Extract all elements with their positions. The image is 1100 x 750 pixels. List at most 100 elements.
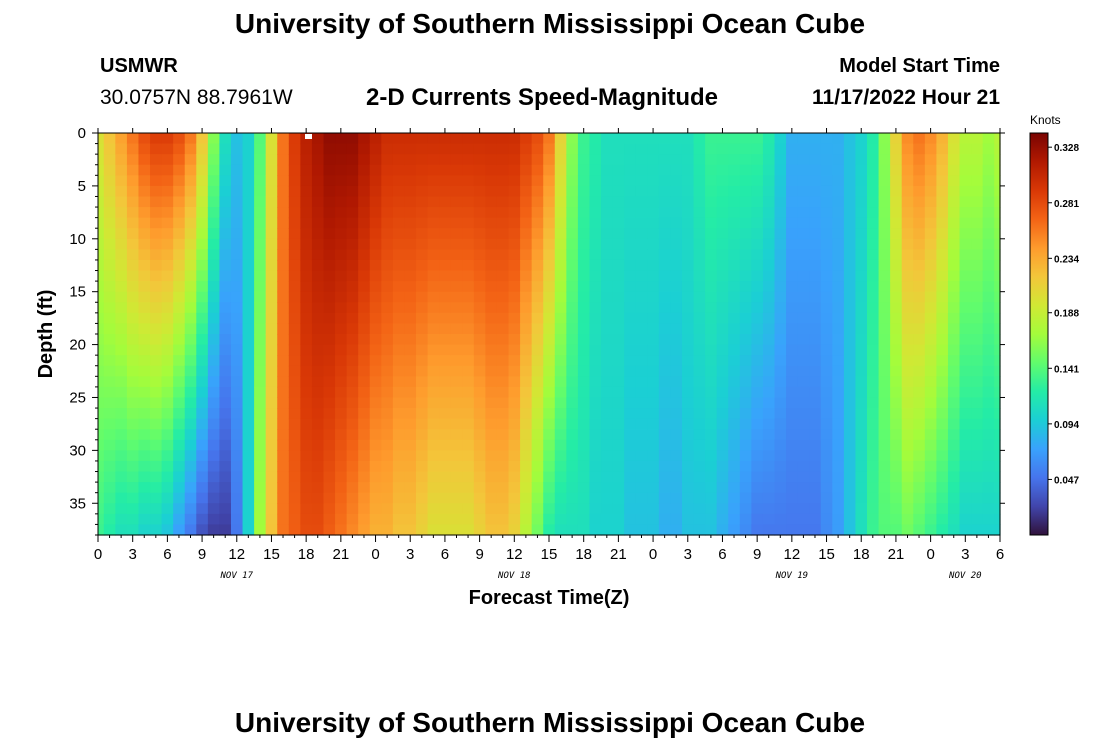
heatmap-cell (693, 418, 706, 430)
heatmap-cell (751, 460, 764, 473)
heatmap-cell (508, 312, 521, 325)
heatmap-cell (878, 365, 891, 377)
heatmap-cell (705, 460, 718, 473)
heatmap-cell (959, 386, 972, 399)
heatmap-cell (219, 460, 232, 473)
heatmap-cell (230, 524, 244, 536)
heatmap-cell (450, 418, 463, 430)
heatmap-cell (601, 217, 614, 229)
heatmap-cell (150, 418, 163, 430)
heatmap-cell (311, 312, 325, 325)
heatmap-cell (786, 185, 799, 198)
heatmap-cell (462, 492, 475, 504)
heatmap-cell (589, 164, 602, 176)
heatmap-cell (508, 185, 521, 198)
heatmap-cell (404, 334, 417, 346)
heatmap-cell (820, 133, 833, 145)
heatmap-cell (335, 217, 348, 229)
heatmap-cell (98, 482, 105, 494)
heatmap-cell (520, 408, 533, 420)
heatmap-cell (924, 143, 937, 155)
heatmap-cell (971, 238, 984, 250)
heatmap-cell (254, 312, 267, 325)
heatmap-cell (913, 386, 926, 399)
heatmap-cell (161, 217, 174, 229)
heatmap-cell (867, 249, 880, 261)
heatmap-cell (554, 344, 567, 356)
heatmap-cell (658, 164, 672, 176)
heatmap-cell (381, 460, 394, 473)
heatmap-cell (358, 386, 371, 399)
heatmap-cell (994, 408, 1001, 420)
page-title: University of Southern Mississippi Ocean… (234, 8, 866, 39)
heatmap-cell (196, 492, 209, 504)
heatmap-cell (947, 249, 961, 261)
heatmap-cell (439, 249, 452, 261)
heatmap-cell (901, 196, 914, 208)
heatmap-cell (358, 291, 371, 303)
heatmap-cell (820, 270, 833, 282)
heatmap-cell (797, 397, 810, 409)
heatmap-cell (288, 439, 301, 451)
heatmap-cell (126, 365, 140, 377)
heatmap-cell (416, 133, 429, 145)
heatmap-cell (381, 164, 394, 176)
heatmap-cell (196, 460, 209, 473)
heatmap-cell (705, 249, 718, 261)
heatmap-cell (230, 450, 244, 462)
heatmap-cell (496, 418, 510, 430)
heatmap-cell (890, 492, 903, 504)
heatmap-cell (335, 291, 348, 303)
heatmap-cell (196, 503, 209, 515)
heatmap-cell (508, 355, 521, 367)
heatmap-cell (242, 482, 255, 494)
heatmap-cell (323, 312, 336, 325)
heatmap-cell (786, 207, 799, 219)
heatmap-cell (173, 207, 186, 219)
heatmap-cell (173, 238, 186, 250)
heatmap-cell (335, 281, 348, 293)
heatmap-cell (751, 471, 764, 483)
heatmap-cell (832, 259, 845, 272)
heatmap-cell (98, 439, 105, 451)
heatmap-cell (115, 270, 128, 282)
heatmap-cell (693, 291, 706, 303)
heatmap-cell (485, 249, 498, 261)
heatmap-cell (681, 133, 695, 145)
heatmap-cell (728, 291, 741, 303)
heatmap-cell (890, 185, 903, 198)
heatmap-cell (381, 386, 394, 399)
heatmap-cell (890, 270, 903, 282)
heatmap-cell (346, 270, 359, 282)
heatmap-cell (855, 175, 868, 187)
heatmap-cell (416, 492, 429, 504)
heatmap-cell (982, 524, 995, 536)
heatmap-cell (450, 408, 463, 420)
heatmap-cell (924, 355, 937, 367)
heatmap-cell (913, 503, 926, 515)
heatmap-cell (358, 185, 371, 198)
heatmap-cell (346, 302, 359, 314)
heatmap-cell (647, 259, 660, 272)
heatmap-cell (115, 386, 128, 399)
heatmap-cell (681, 302, 695, 314)
heatmap-cell (913, 355, 926, 367)
heatmap-cell (335, 323, 348, 335)
heatmap-cell (959, 482, 972, 494)
x-tick-label: 6 (996, 546, 1004, 563)
heatmap-cell (115, 196, 128, 208)
heatmap-cell (601, 164, 614, 176)
heatmap-cell (913, 524, 926, 536)
heatmap-cell (404, 450, 417, 462)
heatmap-cell (126, 259, 140, 272)
heatmap-cell (566, 175, 579, 187)
heatmap-cell (878, 418, 891, 430)
heatmap-cell (774, 175, 787, 187)
heatmap-cell (635, 355, 648, 367)
heatmap-cell (126, 513, 140, 526)
heatmap-cell (890, 365, 903, 377)
heatmap-cell (681, 196, 695, 208)
heatmap-cell (103, 513, 116, 526)
heatmap-cell (820, 386, 833, 399)
heatmap-cell (138, 133, 151, 145)
